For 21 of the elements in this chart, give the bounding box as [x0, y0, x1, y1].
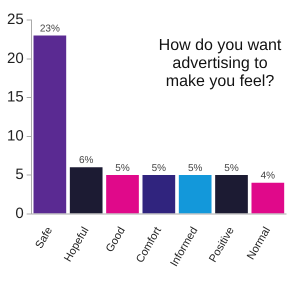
- y-tick-label: 25: [6, 11, 24, 28]
- data-label: 5%: [188, 162, 203, 174]
- bar: [70, 167, 103, 214]
- bar: [178, 175, 212, 214]
- bar: [142, 175, 176, 214]
- bar: [251, 182, 284, 214]
- y-tick-label: 5: [15, 166, 24, 184]
- text: How do you want advertising to make you feel?: [158, 37, 282, 90]
- bar: [215, 175, 248, 214]
- data-label: 23%: [40, 23, 60, 34]
- data-label: 6%: [78, 155, 94, 166]
- bar: [34, 36, 66, 214]
- y-tick-label: 15: [6, 88, 24, 106]
- data-label: 5%: [152, 162, 166, 174]
- y-tick-label: 10: [6, 127, 24, 144]
- y-tick-label: 20: [6, 50, 24, 67]
- data-label: 5%: [115, 162, 130, 174]
- bar: [106, 175, 139, 214]
- data-label: 4%: [260, 170, 276, 182]
- data-label: 5%: [224, 162, 239, 174]
- y-tick-label: 0: [15, 204, 24, 222]
